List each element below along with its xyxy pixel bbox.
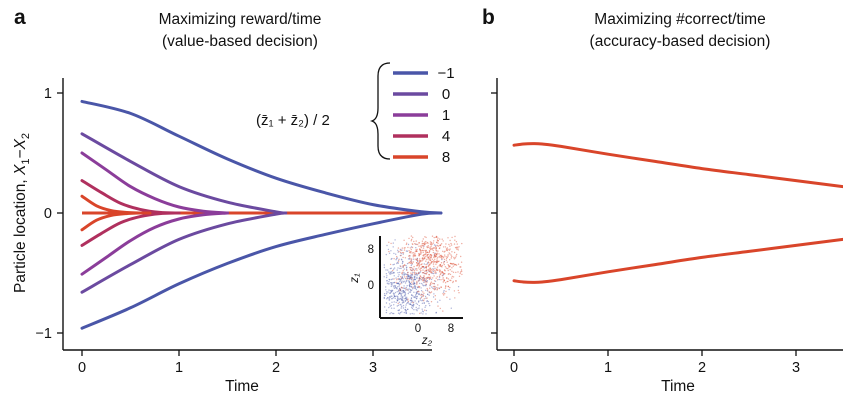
x-tick-label: 3 [369, 360, 377, 376]
legend-label-1: 0 [442, 86, 450, 103]
panel-a-series [80, 99, 443, 330]
panel-a-legend: −1 0 1 4 8 [393, 65, 455, 166]
series-curve-4-lower [80, 211, 152, 232]
x-tick-label: 0 [78, 360, 86, 376]
panel-a-y-ticks: −1 0 1 [35, 86, 63, 342]
panel-a: a Maximizing reward/time (value-based de… [12, 6, 463, 395]
panel-b-title-line2: (accuracy-based decision) [590, 33, 771, 50]
y-tick-label: 1 [44, 86, 52, 102]
panel-a-x-ticks: 0 1 2 3 [78, 350, 377, 376]
inset-x-tick-8: 8 [448, 323, 454, 335]
panel-b-title-line1: Maximizing #correct/time [594, 11, 765, 28]
panel-a-label: a [14, 6, 26, 29]
panel-a-title-line1: Maximizing reward/time [159, 11, 322, 28]
legend-label-3: 4 [442, 128, 450, 145]
legend-brace [369, 62, 391, 160]
series-curve-lower [512, 237, 843, 284]
panel-b: b Maximizing #correct/time (accuracy-bas… [482, 6, 843, 395]
panel-a-title-line2: (value-based decision) [162, 33, 318, 50]
legend-label-0: −1 [437, 65, 454, 82]
series-curve-0-lower [80, 211, 443, 330]
inset-y-tick-8: 8 [368, 244, 374, 256]
panel-b-series [512, 142, 843, 284]
inset-y-label: z₁ [349, 273, 361, 284]
x-tick-label: 2 [698, 360, 706, 376]
x-tick-label: 3 [792, 360, 800, 376]
x-tick-label: 0 [510, 360, 518, 376]
panel-b-x-axis-label: Time [661, 378, 695, 395]
inset-scatter: 8 0 0 8 z₁ z₂ [349, 235, 463, 347]
series-curve-3-lower [80, 211, 181, 247]
panel-b-x-ticks: 0 1 2 3 [510, 350, 800, 376]
panel-a-y-axis-label: Particle location, X1−X2 [12, 133, 32, 293]
x-tick-label: 1 [604, 360, 612, 376]
legend-label-4: 8 [442, 149, 450, 166]
inset-y-tick-0: 0 [368, 280, 374, 292]
panel-a-x-axis-label: Time [225, 378, 259, 395]
series-curve-upper [512, 142, 843, 189]
inset-scatter-points [383, 235, 463, 315]
legend-label-2: 1 [442, 107, 450, 124]
series-curve-2-lower [80, 211, 229, 276]
y-tick-label: 0 [44, 206, 52, 222]
y-tick-label: −1 [35, 326, 52, 342]
series-curve-1-lower [80, 211, 288, 294]
inset-x-label: z₂ [421, 335, 433, 347]
series-curve-2-upper [80, 151, 229, 215]
legend-formula: (z̄₁ + z̄₂) / 2 [256, 112, 330, 129]
series-curve-1-upper [80, 132, 288, 215]
panel-b-y-ticks [491, 92, 497, 334]
x-tick-label: 1 [175, 360, 183, 376]
x-tick-label: 2 [272, 360, 280, 376]
inset-x-tick-0: 0 [415, 323, 421, 335]
series-curve-0-upper [80, 99, 443, 215]
panel-b-label: b [482, 6, 495, 29]
